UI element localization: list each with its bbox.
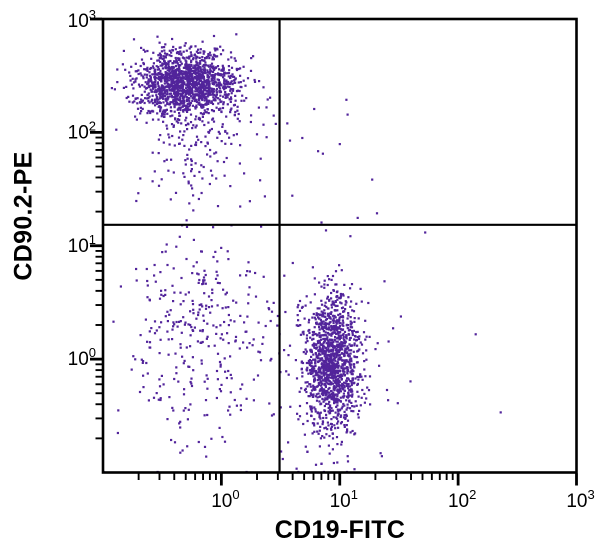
x-axis-title: CD19-FITC bbox=[274, 516, 406, 544]
axis-frame bbox=[101, 17, 578, 474]
quadrant-gate-lines bbox=[103, 19, 577, 473]
y-ticks bbox=[90, 17, 102, 440]
dots-layer bbox=[102, 33, 502, 474]
plot-frame bbox=[101, 17, 578, 474]
y-tick-labels: 100 101 102 103 bbox=[68, 7, 96, 370]
x-ticks bbox=[137, 473, 578, 486]
tick-label: 102 bbox=[68, 118, 96, 143]
tick-label: 101 bbox=[68, 232, 96, 257]
tick-label: 100 bbox=[211, 487, 239, 512]
tick-label: 103 bbox=[68, 7, 96, 32]
tick-label: 103 bbox=[566, 487, 594, 512]
x-tick-labels: 100 101 102 103 bbox=[211, 487, 595, 512]
tick-label: 101 bbox=[330, 487, 358, 512]
tick-label: 102 bbox=[448, 487, 476, 512]
y-axis-title: CD90.2-PE bbox=[9, 151, 38, 281]
tick-label: 100 bbox=[68, 345, 96, 370]
